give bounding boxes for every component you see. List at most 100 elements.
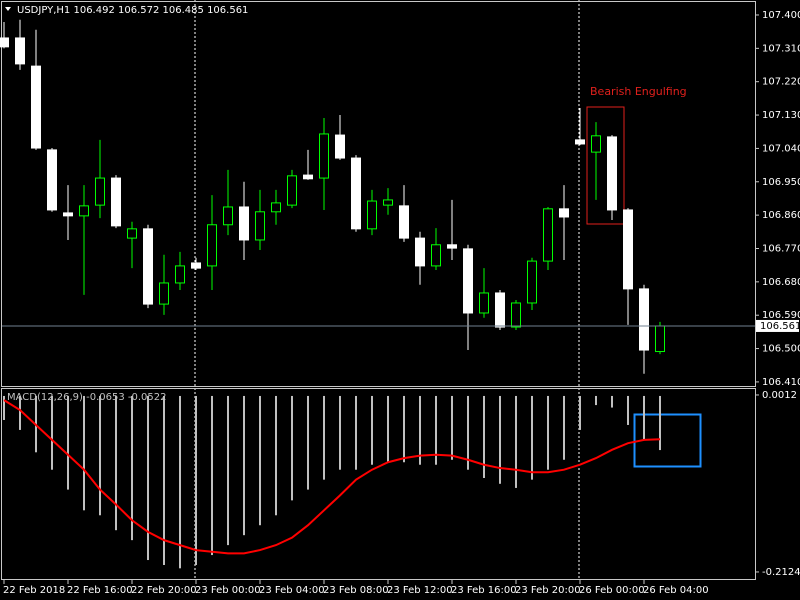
histogram-bar: [147, 395, 149, 561]
candle-body: [223, 206, 233, 226]
candle-body: [559, 208, 569, 218]
candle-body: [543, 208, 553, 262]
candle-body: [431, 244, 441, 267]
candle-body: [367, 200, 377, 230]
histogram-bar: [627, 395, 629, 425]
candle-body: [591, 135, 601, 153]
histogram-bar: [387, 395, 389, 463]
histogram-bar: [179, 395, 181, 569]
candle-body: [495, 292, 505, 328]
histogram-bar: [595, 395, 597, 406]
histogram-bar: [339, 395, 341, 470]
histogram-bar: [547, 395, 549, 470]
histogram-bar: [275, 395, 277, 516]
histogram-bar: [419, 395, 421, 465]
candle-body: [303, 174, 313, 180]
candle-body: [623, 209, 633, 290]
histogram-bar: [243, 395, 245, 536]
candle-body: [655, 325, 665, 353]
y-tick-label: 107.040: [762, 143, 800, 154]
y-tick-label: 107.400: [762, 10, 800, 21]
histogram-bar: [227, 395, 229, 546]
candle-body: [79, 205, 89, 217]
x-tick-label: 23 Feb 12:00: [387, 585, 453, 596]
histogram-bar: [483, 395, 485, 478]
macd-pane-frame: [1, 388, 756, 580]
macd-label: MACD(12,26,9) -0.0653 -0.0522: [7, 392, 167, 403]
histogram-bar: [515, 395, 517, 488]
histogram-bar: [643, 395, 645, 440]
candle-body: [463, 248, 473, 314]
pattern-box: [586, 106, 625, 225]
candle-body: [143, 228, 153, 305]
candle-body: [479, 292, 489, 314]
highlight-box: [633, 413, 702, 468]
chart-title: USDJPY,H1 106.492 106.572 106.485 106.56…: [17, 5, 248, 16]
candle-body: [351, 157, 361, 230]
x-tick-label: 23 Feb 04:00: [259, 585, 325, 596]
histogram-bar: [323, 395, 325, 480]
candle-body: [607, 136, 617, 211]
histogram-bar: [451, 395, 453, 460]
histogram-bar: [307, 395, 309, 490]
x-tick-label: 22 Feb 20:00: [131, 585, 197, 596]
annotation: Bearish Engulfing: [590, 85, 687, 98]
y-tick-label: 106.770: [762, 243, 800, 254]
candle-body: [527, 260, 537, 304]
histogram-bar: [435, 395, 437, 465]
histogram-bar: [99, 395, 101, 516]
histogram-bar: [659, 395, 661, 451]
histogram-bar: [499, 395, 501, 484]
histogram-bar: [115, 395, 117, 531]
histogram-bar: [67, 395, 69, 490]
x-tick-label: 23 Feb 08:00: [323, 585, 389, 596]
histogram-bar: [195, 395, 197, 566]
candle-body: [383, 199, 393, 206]
candle-body: [95, 177, 105, 206]
candle-body: [447, 244, 457, 249]
candle-body: [287, 175, 297, 206]
candle-body: [575, 139, 585, 145]
menu-arrow[interactable]: [5, 7, 11, 11]
x-tick-label: 22 Feb 2018: [3, 585, 65, 596]
candle-body: [239, 206, 249, 241]
candle-body: [639, 288, 649, 351]
histogram-bar: [291, 395, 293, 501]
candle-body: [111, 177, 121, 227]
x-tick-label: 26 Feb 00:00: [579, 585, 645, 596]
histogram-bar: [611, 395, 613, 408]
histogram-bar: [83, 395, 85, 511]
y-tick-label: 106.680: [762, 277, 800, 288]
histogram-bar: [131, 395, 133, 541]
candle-body: [47, 149, 57, 211]
candle-body: [511, 302, 521, 328]
signal-line: [3, 399, 661, 555]
y-tick-label: 0.0012: [762, 390, 797, 401]
histogram-bar: [467, 395, 469, 470]
y-tick-label: 106.500: [762, 344, 800, 355]
x-tick-label: 22 Feb 16:00: [67, 585, 133, 596]
candle-body: [399, 205, 409, 239]
y-tick-label: 106.590: [762, 310, 800, 321]
current-price-label: 106.561: [760, 321, 800, 332]
price-pane-frame: [1, 1, 756, 387]
candle-body: [415, 237, 425, 267]
y-tick-label: 106.860: [762, 210, 800, 221]
histogram-bar: [531, 395, 533, 480]
candle-body: [207, 224, 217, 267]
histogram-bar: [51, 395, 53, 470]
candle-body: [0, 37, 9, 48]
candle-body: [319, 133, 329, 179]
y-tick-label: 107.310: [762, 43, 800, 54]
histogram-bar: [19, 395, 21, 430]
candle-body: [335, 134, 345, 159]
histogram-bar: [3, 395, 5, 420]
histogram-bar: [403, 395, 405, 463]
candle-body: [175, 265, 185, 284]
candle-body: [255, 211, 265, 241]
histogram-bar: [163, 395, 165, 566]
y-tick-label: 107.220: [762, 77, 800, 88]
x-tick-label: 23 Feb 00:00: [195, 585, 261, 596]
